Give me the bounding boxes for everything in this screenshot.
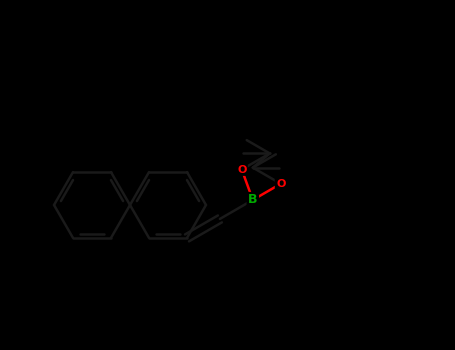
Text: O: O	[276, 179, 285, 189]
Text: O: O	[237, 164, 247, 175]
Text: B: B	[248, 194, 258, 206]
